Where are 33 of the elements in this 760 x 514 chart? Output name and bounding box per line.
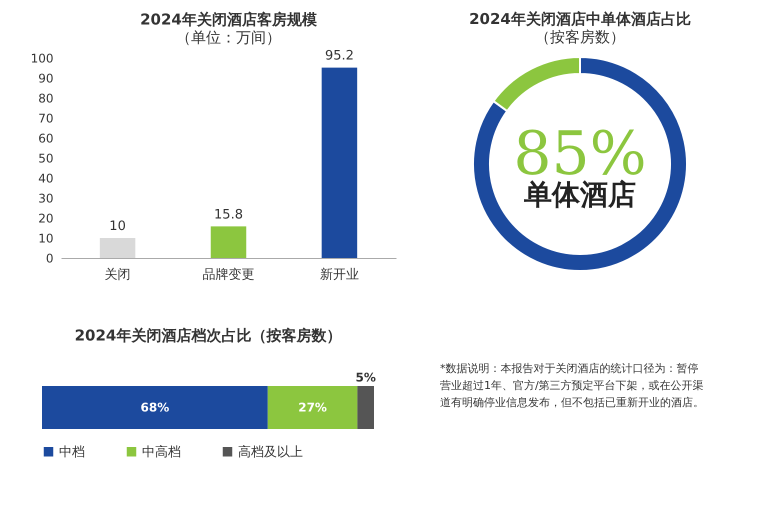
data-label: 95.2 [324, 48, 354, 64]
y-tick-label: 40 [38, 172, 54, 186]
bar [322, 68, 358, 258]
chart-subtitle: （按客房数） [535, 28, 625, 46]
x-tick-label: 新开业 [320, 268, 359, 282]
y-tick-label: 0 [46, 252, 54, 266]
chart-title: 2024年关闭酒店中单体酒店占比 [469, 10, 691, 28]
x-tick-label: 品牌变更 [202, 268, 254, 282]
legend-label: 中高档 [142, 444, 181, 460]
donut-slice [472, 56, 688, 272]
chart-subtitle: （单位：万间） [176, 28, 281, 47]
bar [100, 238, 136, 258]
y-tick-label: 50 [38, 152, 54, 166]
y-tick-label: 60 [38, 132, 54, 146]
y-tick-label: 100 [30, 52, 54, 66]
chart-title: 2024年关闭酒店客房规模 [140, 10, 318, 29]
y-tick-label: 70 [38, 112, 54, 126]
y-tick-label: 20 [38, 212, 54, 226]
chart-title: 2024年关闭酒店档次占比（按客房数） [74, 326, 342, 344]
legend-label: 高档及以上 [238, 444, 303, 460]
data-label: 10 [109, 219, 126, 234]
text: *数据说明：本报告对于关闭酒店的统计口径为：暂停营业超过1年、官方/第三方预定平台下架，或在公开渠道有明确停业信息发布，但不包括已重新开业的酒店。 [440, 361, 705, 411]
y-tick-label: 80 [38, 92, 54, 106]
bar [210, 226, 246, 258]
data-label: 5% [356, 370, 376, 384]
data-label: 15.8 [214, 207, 243, 222]
y-tick-label: 90 [38, 72, 54, 86]
legend-label: 中档 [59, 444, 85, 460]
y-tick-label: 10 [38, 232, 54, 246]
x-tick-label: 关闭 [104, 268, 131, 282]
y-tick-label: 30 [38, 192, 54, 206]
data-label: 27% [298, 400, 327, 414]
data-label: 68% [140, 400, 170, 414]
